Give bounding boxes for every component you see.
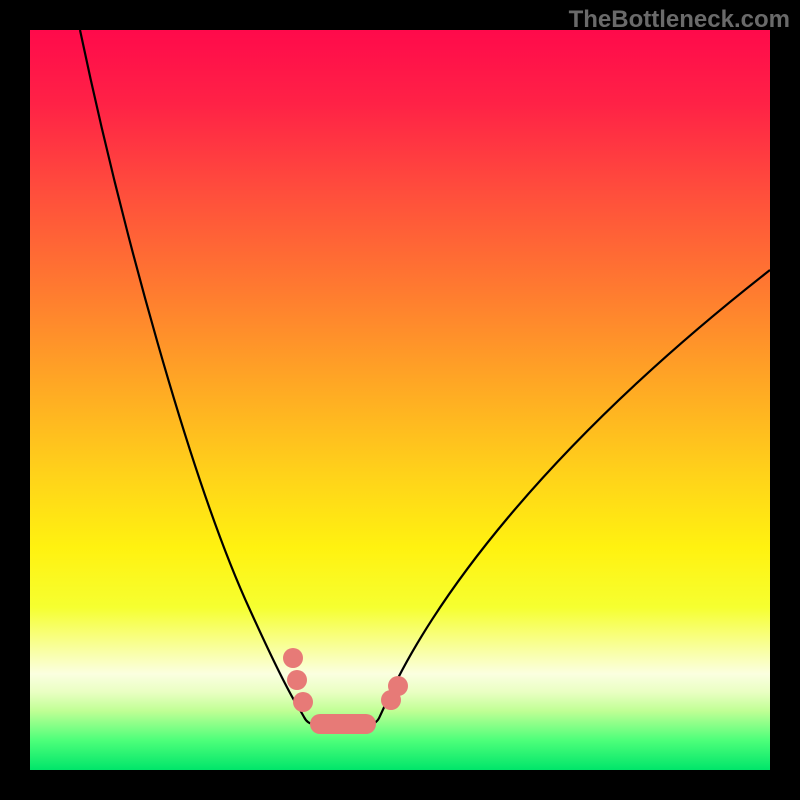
data-marker-dot (287, 670, 307, 690)
data-marker-dot (388, 676, 408, 696)
gradient-background (30, 30, 770, 770)
data-marker-dot (293, 692, 313, 712)
data-marker-dot (283, 648, 303, 668)
trough-marker (310, 714, 376, 734)
bottleneck-curve-chart (0, 0, 800, 800)
chart-stage: TheBottleneck.com (0, 0, 800, 800)
